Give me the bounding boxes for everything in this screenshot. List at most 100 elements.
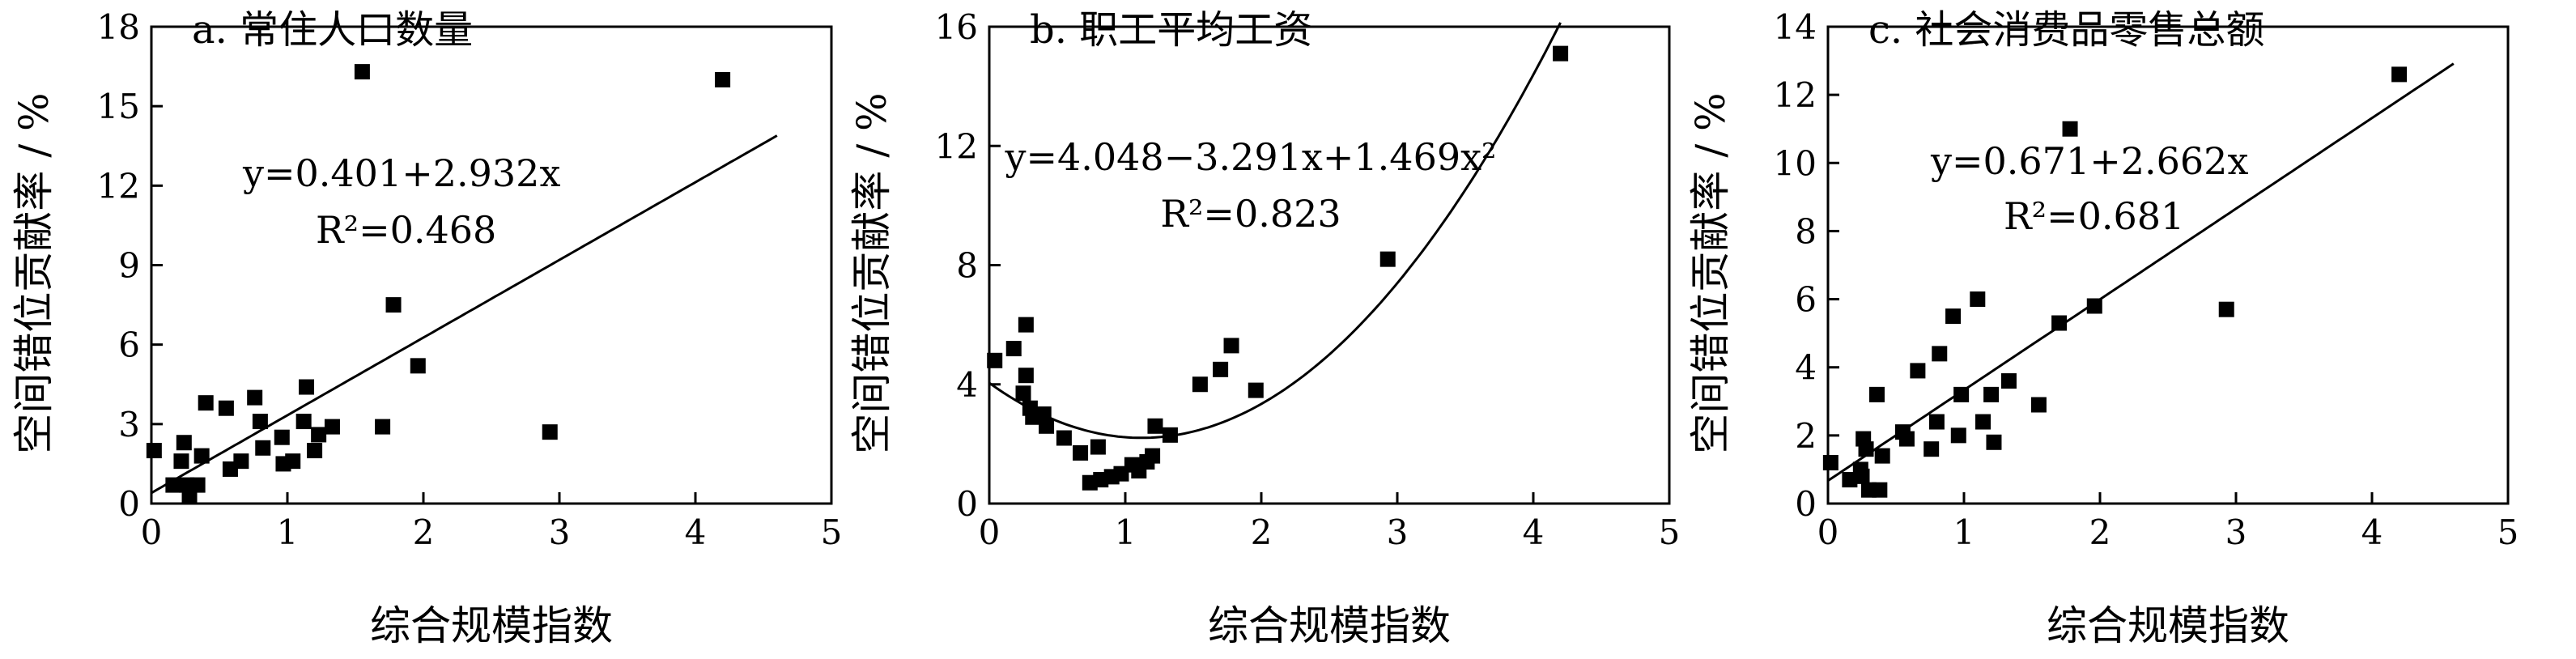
fit-line <box>151 134 778 495</box>
x-tick-label: 4 <box>2361 512 2383 552</box>
x-axis-label: 综合规模指数 <box>1208 602 1451 649</box>
data-point <box>1983 386 2000 402</box>
chart-title: c. 社会消费品零售总额 <box>1868 7 2264 53</box>
data-point <box>247 389 263 406</box>
data-point <box>1056 430 1072 446</box>
x-tick-label: 0 <box>141 512 163 552</box>
data-point <box>1553 45 1569 62</box>
data-point <box>255 440 271 456</box>
x-tick-label: 2 <box>1251 512 1273 552</box>
x-tick-label: 4 <box>685 512 707 552</box>
y-tick-label: 18 <box>97 7 140 47</box>
data-point <box>2218 301 2234 317</box>
fit-equation: y=0.671+2.662x <box>1930 139 2248 183</box>
data-point <box>1953 386 1970 402</box>
data-point <box>1192 376 1208 393</box>
data-point <box>2391 66 2408 83</box>
x-tick-label: 1 <box>1953 512 1975 552</box>
y-tick-label: 2 <box>1795 416 1817 456</box>
data-point <box>2062 121 2078 137</box>
y-tick-label: 0 <box>956 484 978 524</box>
y-tick-label: 3 <box>118 405 140 444</box>
x-tick-label: 0 <box>1817 512 1839 552</box>
chart-title: a. 常住人口数量 <box>192 7 473 53</box>
fit-equation: y=0.401+2.932x <box>242 151 560 195</box>
r-squared: R²=0.468 <box>316 208 496 252</box>
data-point <box>324 419 340 435</box>
data-point <box>1932 346 1948 362</box>
data-point <box>1872 482 1888 498</box>
data-point <box>1248 382 1264 398</box>
data-point <box>299 379 315 395</box>
x-axis-label: 综合规模指数 <box>370 602 613 649</box>
data-point <box>1822 455 1838 471</box>
x-tick-label: 1 <box>1115 512 1137 552</box>
data-point <box>233 453 249 470</box>
data-point <box>1950 427 1966 444</box>
data-point <box>1874 448 1890 464</box>
y-axis-label: 空间错位贡献率 / % <box>848 92 895 453</box>
data-point <box>354 64 370 80</box>
y-tick-label: 4 <box>956 365 978 405</box>
data-point <box>1223 338 1239 354</box>
data-point <box>1035 406 1052 423</box>
data-point <box>1923 441 1940 457</box>
y-tick-label: 14 <box>1774 7 1817 47</box>
data-point <box>1868 386 1885 402</box>
x-tick-label: 1 <box>277 512 299 552</box>
data-point <box>2051 315 2068 331</box>
data-point <box>715 71 731 87</box>
x-tick-label: 3 <box>1387 512 1409 552</box>
x-tick-label: 5 <box>2497 512 2519 552</box>
fit-line <box>1827 62 2455 483</box>
x-tick-label: 4 <box>1523 512 1545 552</box>
x-tick-label: 5 <box>821 512 843 552</box>
x-tick-label: 3 <box>2225 512 2247 552</box>
y-tick-label: 4 <box>1795 348 1817 388</box>
data-point <box>218 400 234 416</box>
x-tick-label: 5 <box>1659 512 1681 552</box>
y-tick-label: 8 <box>1795 211 1817 251</box>
r-squared: R²=0.823 <box>1160 192 1341 236</box>
chart-title: b. 职工平均工资 <box>1030 7 1312 53</box>
data-point <box>1898 431 1915 447</box>
data-point <box>1090 439 1106 455</box>
data-point <box>542 424 558 440</box>
data-point <box>1015 385 1031 402</box>
data-point <box>173 453 189 470</box>
y-tick-label: 9 <box>118 246 140 286</box>
data-point <box>285 453 301 470</box>
data-point <box>165 477 181 493</box>
data-point <box>1854 468 1870 484</box>
data-point <box>1975 414 1992 430</box>
data-point <box>1928 414 1945 430</box>
data-point <box>1145 448 1161 464</box>
fit-equation: y=4.048−3.291x+1.469x² <box>1004 135 1496 179</box>
data-point <box>307 443 323 459</box>
x-axis-label: 综合规模指数 <box>2047 602 2289 649</box>
y-tick-label: 6 <box>1795 280 1817 320</box>
y-tick-label: 0 <box>118 484 140 524</box>
x-tick-label: 2 <box>2089 512 2111 552</box>
y-tick-label: 10 <box>1774 143 1817 183</box>
plot-frame <box>150 25 833 505</box>
y-axis-label: 空间错位贡献率 / % <box>1687 92 1734 453</box>
data-point <box>2086 298 2102 314</box>
data-point <box>193 448 210 464</box>
data-point <box>2000 373 2017 389</box>
data-point <box>176 435 192 451</box>
data-point <box>987 352 1003 368</box>
data-point <box>1018 368 1034 384</box>
data-point <box>1073 444 1089 461</box>
y-tick-label: 15 <box>97 87 140 126</box>
data-point <box>198 395 214 411</box>
plot-frame <box>1826 25 2510 505</box>
y-tick-label: 6 <box>118 325 140 365</box>
data-point <box>1858 441 1874 457</box>
data-point <box>1005 341 1022 357</box>
data-point <box>311 427 327 443</box>
